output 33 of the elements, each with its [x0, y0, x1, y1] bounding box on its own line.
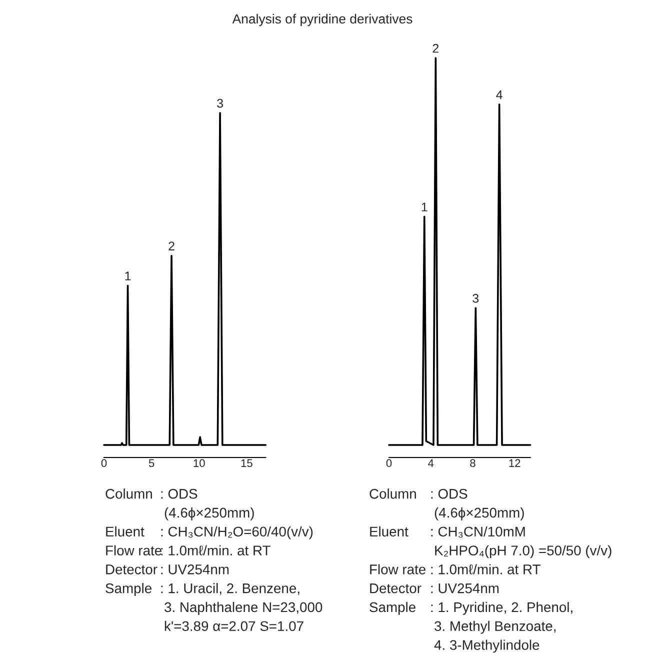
annotation: 1: [422, 202, 428, 212]
text: Detector : UV254nm: [370, 583, 499, 594]
text: Sample : 1. Pyridine, 2. Phenol,: [370, 602, 572, 615]
text: Flow rate: 1.0mℓ/min. at RT: [106, 545, 270, 556]
annotation: 1: [125, 272, 131, 280]
annotation: 4: [496, 90, 502, 100]
x-tick-label: 0: [386, 459, 392, 468]
text: Eluent : CH₃CN/10mM: [370, 526, 525, 538]
annotation: 2: [168, 242, 174, 250]
text: 3. Methyl Benzoate,: [434, 620, 556, 634]
x-tick-label: 10: [194, 459, 205, 468]
x-tick-label: 4: [428, 459, 434, 467]
x-tick-label: 12: [509, 459, 520, 467]
text: 4. 3-Methylindole: [434, 640, 540, 653]
text: Detector : UV254nm: [106, 564, 229, 574]
x-tick-label: 15: [241, 459, 252, 468]
text: Column : ODS: [370, 488, 468, 499]
text: k'=3.89 α=2.07 S=1.07: [164, 620, 304, 632]
text: K₂HPO₄(pH 7.0) =50/50 (v/v): [435, 545, 612, 558]
text: Column : ODS: [106, 488, 198, 499]
x-tick-label: 5: [148, 459, 154, 468]
x-tick-label: 8: [470, 459, 476, 468]
text: (4.6ϕ×250mm): [434, 507, 524, 520]
text: 3. Naphthalene N=23,000: [164, 602, 322, 615]
annotation: 3: [217, 98, 223, 108]
annotation: 2: [432, 44, 439, 53]
text: Sample : 1. Uracil, 2. Benzene,: [106, 583, 300, 596]
text: Flow rate : 1.0mℓ/min. at RT: [370, 564, 540, 574]
x-tick-label: 0: [101, 459, 107, 468]
text: Analysis of pyridine derivatives: [232, 14, 412, 26]
annotation: 3: [472, 294, 479, 303]
text: (4.6ϕ×250mm): [164, 507, 254, 520]
text: Eluent : CH₃CN/H₂O=60/40(v/v): [106, 526, 313, 540]
